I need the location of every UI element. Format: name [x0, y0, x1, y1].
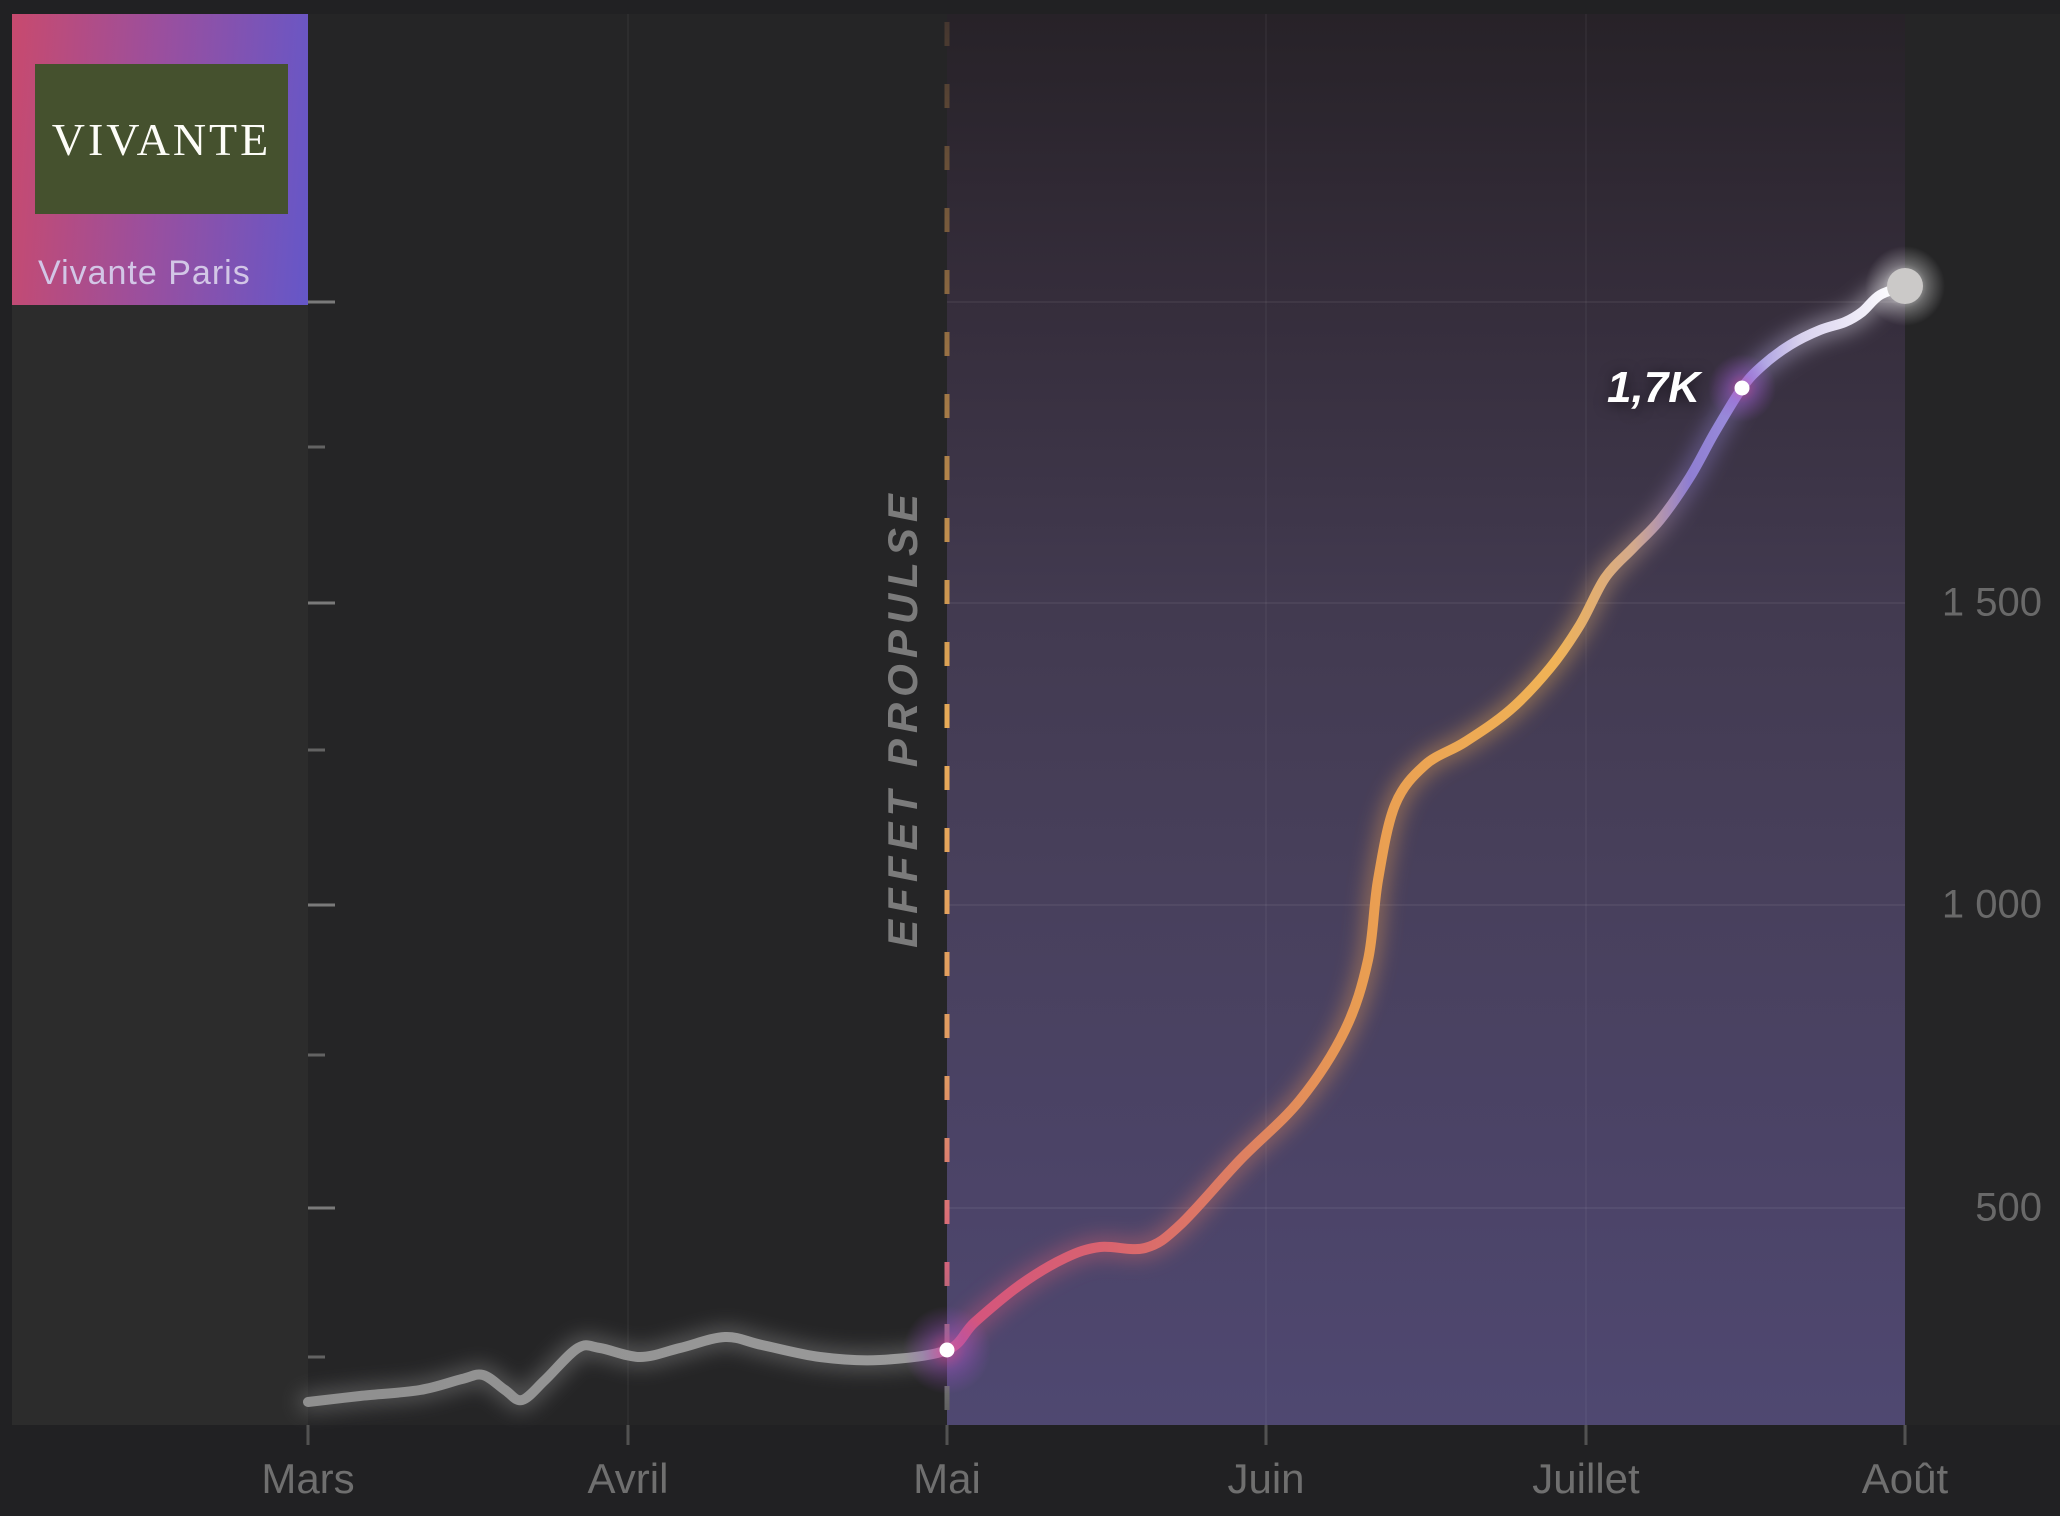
brand-logo-text: VIVANTE: [51, 113, 272, 165]
brand-logo: VIVANTE: [35, 64, 288, 214]
start-dot: [939, 1342, 955, 1358]
y-tick-label: 1 000: [1941, 882, 2042, 927]
end-dot: [1887, 268, 1923, 304]
month-label: Août: [1861, 1455, 1949, 1502]
y-tick-label: 1 500: [1941, 580, 2042, 625]
axis-ticks: [306, 300, 1907, 1445]
vertical-gridlines: [627, 14, 1587, 1425]
month-label: Juin: [1227, 1455, 1305, 1502]
effet-propulse-region: [947, 14, 1905, 1425]
y-tick-label: 500: [1975, 1185, 2042, 1230]
brand-name: Vivante Paris: [38, 254, 251, 292]
effet-propulse-label: EFFET PROPULSE: [879, 488, 926, 948]
brand-badge: VIVANTE Vivante Paris: [12, 14, 308, 305]
month-label: Juillet: [1532, 1455, 1640, 1502]
month-label: Mai: [913, 1455, 981, 1502]
milestone-dot: [1734, 380, 1750, 396]
data-point-markers: [903, 246, 1945, 1394]
month-label: Mars: [261, 1455, 355, 1502]
month-label: Avril: [587, 1455, 669, 1502]
growth-line: [303, 281, 1910, 1407]
horizontal-gridlines: [947, 301, 1905, 1209]
milestone-label: 1,7K: [1607, 363, 1700, 412]
